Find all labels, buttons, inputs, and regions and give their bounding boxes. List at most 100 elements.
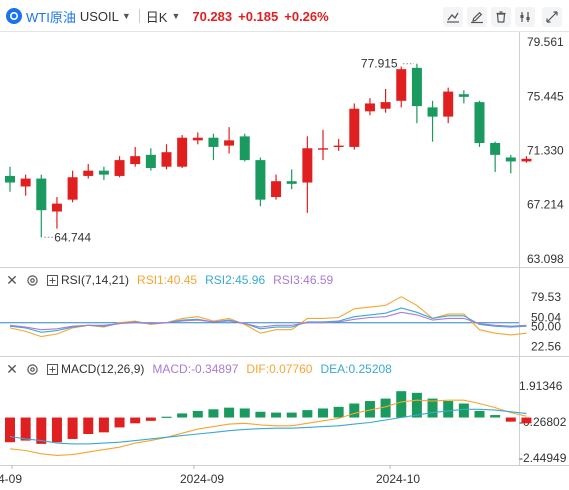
expand-icon (546, 11, 558, 23)
instrument-name[interactable]: WTI原油 (26, 9, 76, 25)
candle-body (114, 160, 125, 176)
close-icon[interactable]: ✕ (6, 360, 18, 377)
macd-legend: ✕ MACD(12,26,9) MACD:-0.34897 DIF:0.0776… (4, 360, 400, 378)
macd-histogram-bar (521, 417, 532, 424)
macd-histogram-bar (396, 391, 407, 418)
gear-icon[interactable] (24, 361, 40, 377)
macd-histogram-bar (83, 417, 94, 434)
chevron-down-icon[interactable]: ▼ (121, 11, 131, 21)
divider (138, 9, 140, 23)
pencil-button[interactable] (467, 7, 487, 27)
candle-body (364, 103, 375, 112)
indicator-settings-button[interactable] (515, 7, 535, 27)
macd-histogram-bar (333, 406, 344, 418)
price-change-percent: +0.26% (284, 8, 329, 24)
rsi-series-rsi2 (9, 307, 527, 333)
candle-body (145, 154, 156, 169)
candle-body (411, 67, 422, 107)
candle-body (224, 140, 235, 146)
time-tick-label: 4-09 (0, 472, 22, 486)
candle-body (83, 170, 94, 176)
candle-body (443, 91, 454, 117)
macd-histogram-bar (161, 416, 172, 418)
macd-histogram-bar (271, 412, 282, 418)
period-selector[interactable]: 日K (145, 9, 168, 25)
candle-body (67, 177, 78, 200)
macd-histogram-bar (5, 417, 15, 443)
candle-body (192, 137, 203, 141)
candle-body (161, 152, 172, 167)
macd-tick-label: -2.44949 (519, 451, 567, 465)
rsi-series-rsi1 (9, 296, 527, 338)
fullscreen-button[interactable] (542, 7, 562, 27)
macd-histogram-bar (20, 417, 31, 441)
candle-body (396, 69, 407, 101)
candle-body (380, 102, 391, 109)
price-tick-label: 75.445 (527, 89, 564, 103)
macd-series-dif (9, 399, 527, 456)
macd-histogram-bar (380, 398, 391, 418)
gear-icon[interactable] (24, 272, 40, 288)
last-price: 70.283 (192, 8, 233, 24)
candle-body (286, 181, 297, 184)
rsi-tick-label: 79.53 (531, 290, 561, 304)
candle-body (239, 136, 250, 161)
macd-histogram-bar (98, 417, 109, 433)
macd-value: MACD:-0.34897 (152, 362, 239, 376)
rsi1-value: RSI1:40.45 (137, 273, 198, 287)
macd-histogram-bar (458, 403, 469, 418)
macd-histogram-bar (192, 410, 203, 418)
rsi-tick-label: 50.04 (531, 311, 561, 325)
close-icon[interactable]: ✕ (6, 271, 18, 288)
macd-histogram-bar (443, 401, 454, 418)
candle-body (51, 203, 62, 212)
macd-histogram-bar (286, 412, 297, 418)
expand-box-icon[interactable] (44, 272, 60, 288)
trash-icon (496, 11, 506, 23)
candle-body (318, 148, 328, 150)
price-change: +0.185 (238, 8, 279, 24)
macd-histogram-bar (490, 415, 501, 418)
draw-line-button[interactable] (443, 7, 463, 27)
candle-body (505, 157, 516, 162)
min-price-label: 64.744 (54, 230, 91, 244)
settings-sliders-icon (520, 12, 530, 22)
dif-value: DIF:0.07760 (246, 362, 313, 376)
candle-body (5, 175, 15, 183)
macd-histogram-bar (349, 403, 360, 418)
rsi-series-rsi3 (9, 311, 527, 331)
candle-body (302, 148, 313, 183)
macd-histogram-bar (411, 392, 422, 418)
macd-histogram-bar (177, 413, 188, 418)
macd-histogram-bar (114, 417, 125, 428)
candle-body (333, 145, 344, 148)
price-tick-label: 79.561 (527, 35, 564, 49)
candle-body (20, 178, 31, 187)
candle-body (177, 137, 188, 167)
period-chevron-down-icon[interactable]: ▼ (171, 11, 181, 21)
candle-body (36, 178, 47, 211)
macd-histogram-bar (474, 410, 485, 418)
candle-body (349, 108, 360, 147)
candle-body (474, 102, 485, 143)
pencil-icon (471, 11, 483, 24)
delete-drawings-button[interactable] (491, 7, 511, 27)
instrument-symbol[interactable]: USOIL (79, 8, 119, 24)
rsi-tick-label: 22.56 (531, 340, 561, 354)
rsi3-value: RSI3:46.59 (273, 273, 334, 287)
price-tick-label: 63.098 (527, 252, 564, 266)
max-price-label: 77.915 (361, 57, 398, 71)
macd-histogram-bar (36, 417, 47, 444)
macd-histogram-bar (427, 398, 438, 418)
macd-histogram-bar (224, 407, 235, 418)
macd-series-dea (9, 408, 527, 445)
expand-box-icon[interactable] (44, 361, 60, 377)
macd-histogram-bar (51, 417, 62, 443)
rsi-label: RSI(7,14,21) (61, 273, 130, 287)
macd-histogram-bar (255, 411, 266, 418)
dea-value: DEA:0.25208 (320, 362, 392, 376)
candle-body (458, 94, 469, 97)
macd-tick-label: 1.91346 (519, 379, 563, 393)
macd-histogram-bar (302, 410, 313, 418)
